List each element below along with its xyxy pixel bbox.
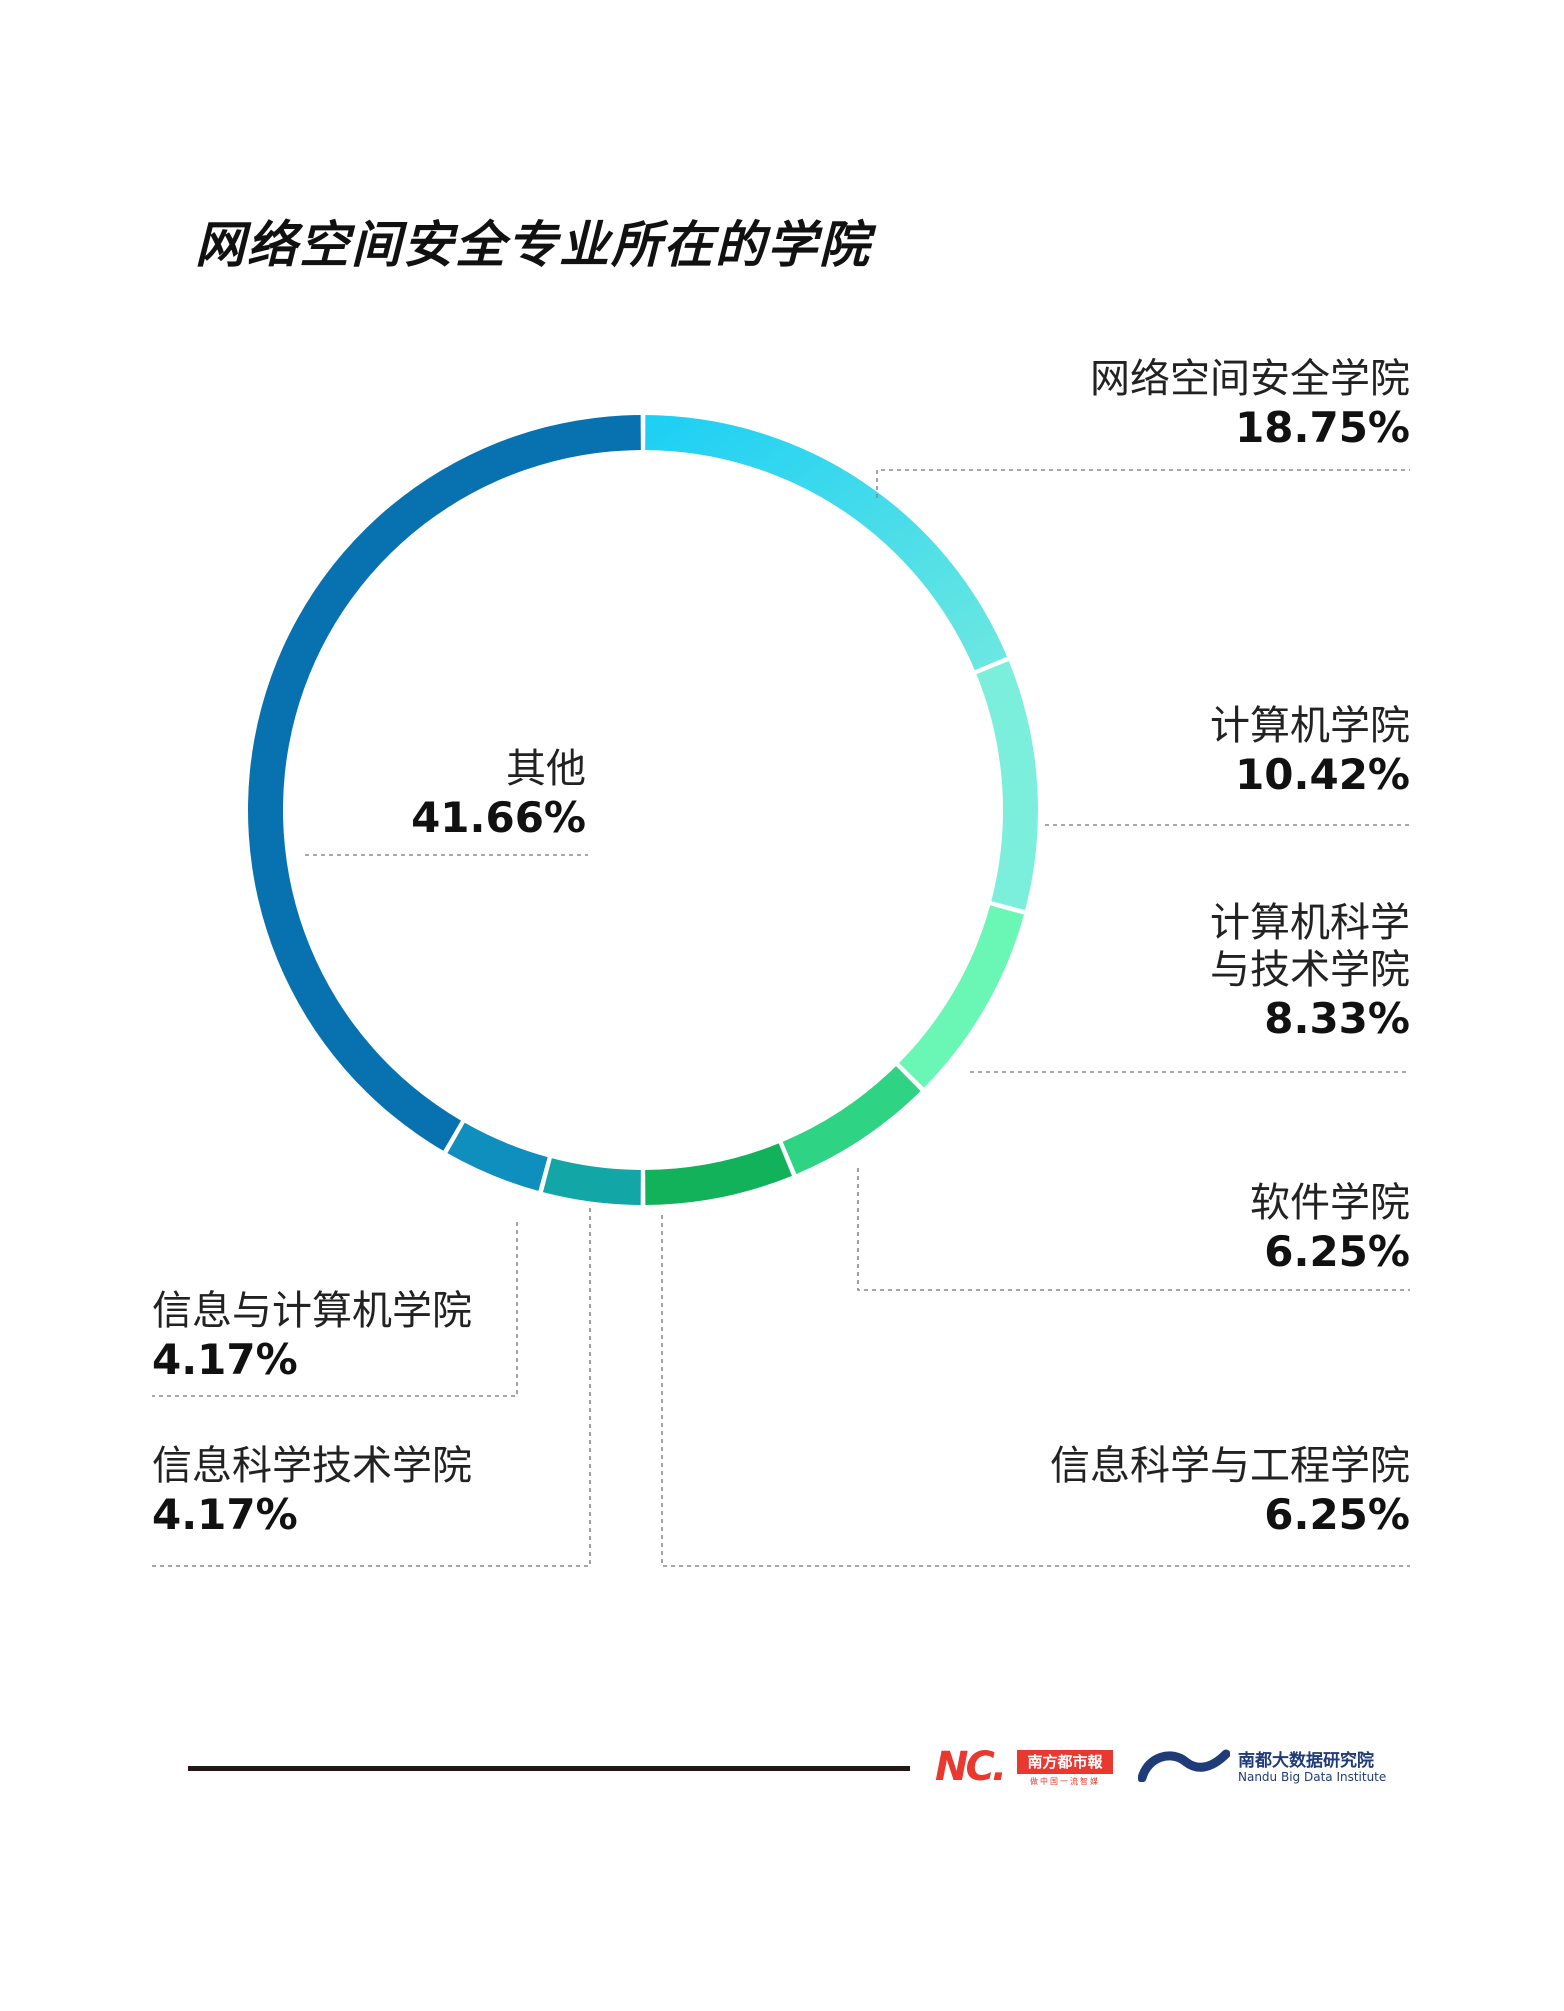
slice-7 [248, 415, 641, 1151]
label-slice-1-value: 10.42% [1235, 750, 1410, 800]
slice-4 [645, 1143, 792, 1205]
label-slice-0-name: 网络空间安全学院 [1090, 356, 1410, 402]
institute-mark-icon [1138, 1749, 1230, 1782]
label-slice-0-value: 18.75% [1235, 403, 1410, 453]
label-slice-7-value: 41.66% [411, 793, 586, 843]
footer-rule [188, 1766, 910, 1771]
label-slice-4-name: 信息科学与工程学院 [1050, 1443, 1410, 1489]
label-slice-6: 信息与计算机学院 4.17% [152, 1288, 472, 1385]
leader-line-6 [152, 1222, 518, 1397]
institute-name-cn: 南都大数据研究院 [1238, 1751, 1374, 1771]
nd-slogan: 做中国一流智媒 [1030, 1777, 1100, 1786]
label-slice-1-name: 计算机学院 [1210, 703, 1410, 749]
label-slice-6-name: 信息与计算机学院 [152, 1288, 472, 1334]
leader-line-3 [857, 1168, 1410, 1291]
nd-name: 南方都市報 [1017, 1750, 1113, 1774]
slice-1 [976, 661, 1039, 911]
label-slice-2-value: 8.33% [1264, 994, 1410, 1044]
slice-5 [542, 1158, 641, 1205]
leader-line-4 [661, 1215, 1410, 1567]
label-slice-5-name: 信息科学技术学院 [152, 1443, 472, 1489]
label-slice-2-name-line2: 与技术学院 [1210, 947, 1410, 994]
label-slice-4: 信息科学与工程学院 6.25% [1050, 1443, 1410, 1540]
nandu-data-institute-logo: 南都大数据研究院 Nandu Big Data Institute [1138, 1742, 1386, 1792]
label-slice-0: 网络空间安全学院 18.75% [1090, 356, 1410, 453]
slice-6 [447, 1122, 548, 1191]
label-slice-1: 计算机学院 10.42% [1210, 703, 1410, 800]
chart-title: 网络空间安全专业所在的学院 [195, 216, 871, 274]
label-slice-6-value: 4.17% [152, 1335, 298, 1385]
leader-line-0 [876, 469, 1410, 498]
label-slice-5-value: 4.17% [152, 1490, 298, 1540]
label-slice-2-name-line1: 计算机科学 [1210, 900, 1410, 946]
label-slice-2: 计算机科学 与技术学院 8.33% [1210, 900, 1410, 1044]
label-slice-4-value: 6.25% [1264, 1490, 1410, 1540]
label-slice-7-name: 其他 [506, 746, 586, 792]
label-slice-3-name: 软件学院 [1250, 1180, 1410, 1226]
slice-0 [645, 415, 1008, 671]
label-slice-7: 其他 41.66% [411, 746, 586, 843]
nd-mark: NC. [935, 1744, 1007, 1790]
label-slice-3: 软件学院 6.25% [1250, 1180, 1410, 1277]
slice-2 [899, 905, 1024, 1088]
institute-name-en: Nandu Big Data Institute [1238, 1770, 1387, 1784]
label-slice-5: 信息科学技术学院 4.17% [152, 1443, 472, 1540]
nandu-daily-logo: NC. 南方都市報 做中国一流智媒 [935, 1742, 1115, 1792]
slice-3 [782, 1066, 921, 1175]
label-slice-3-value: 6.25% [1264, 1227, 1410, 1277]
leader-line-5 [152, 1208, 591, 1567]
